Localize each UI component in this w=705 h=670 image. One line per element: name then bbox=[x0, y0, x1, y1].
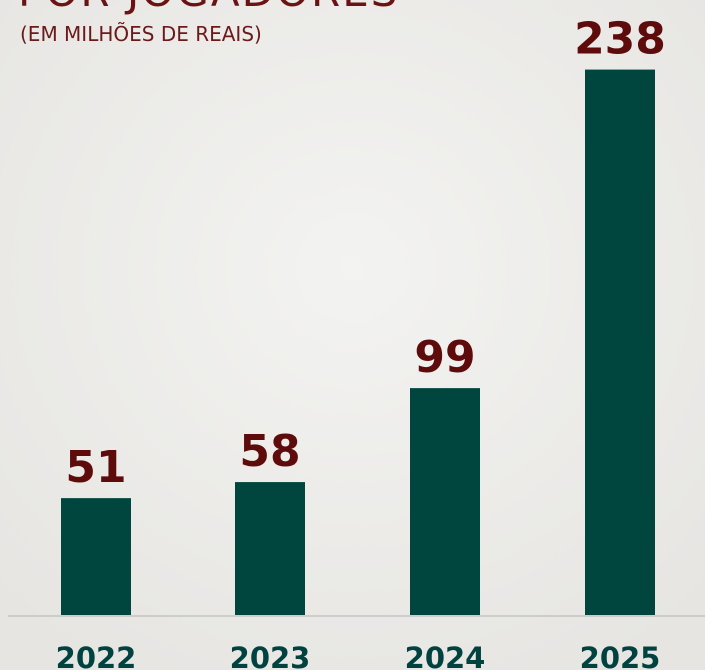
value-label: 238 bbox=[574, 14, 666, 65]
value-label: 58 bbox=[239, 426, 300, 477]
chart-subtitle: (EM MILHÕES DE REAIS) bbox=[20, 22, 262, 46]
bar bbox=[61, 498, 131, 615]
value-label: 51 bbox=[65, 442, 126, 493]
x-tick-label: 2023 bbox=[230, 641, 311, 670]
chart-title: POR JOGADORES bbox=[18, 0, 399, 16]
x-tick-label: 2025 bbox=[580, 641, 661, 670]
x-tick-label: 2022 bbox=[56, 641, 137, 670]
x-tick-label: 2024 bbox=[405, 641, 486, 670]
bar bbox=[585, 69, 655, 616]
value-label: 99 bbox=[414, 332, 475, 383]
bar bbox=[410, 388, 480, 615]
bar bbox=[235, 482, 305, 615]
